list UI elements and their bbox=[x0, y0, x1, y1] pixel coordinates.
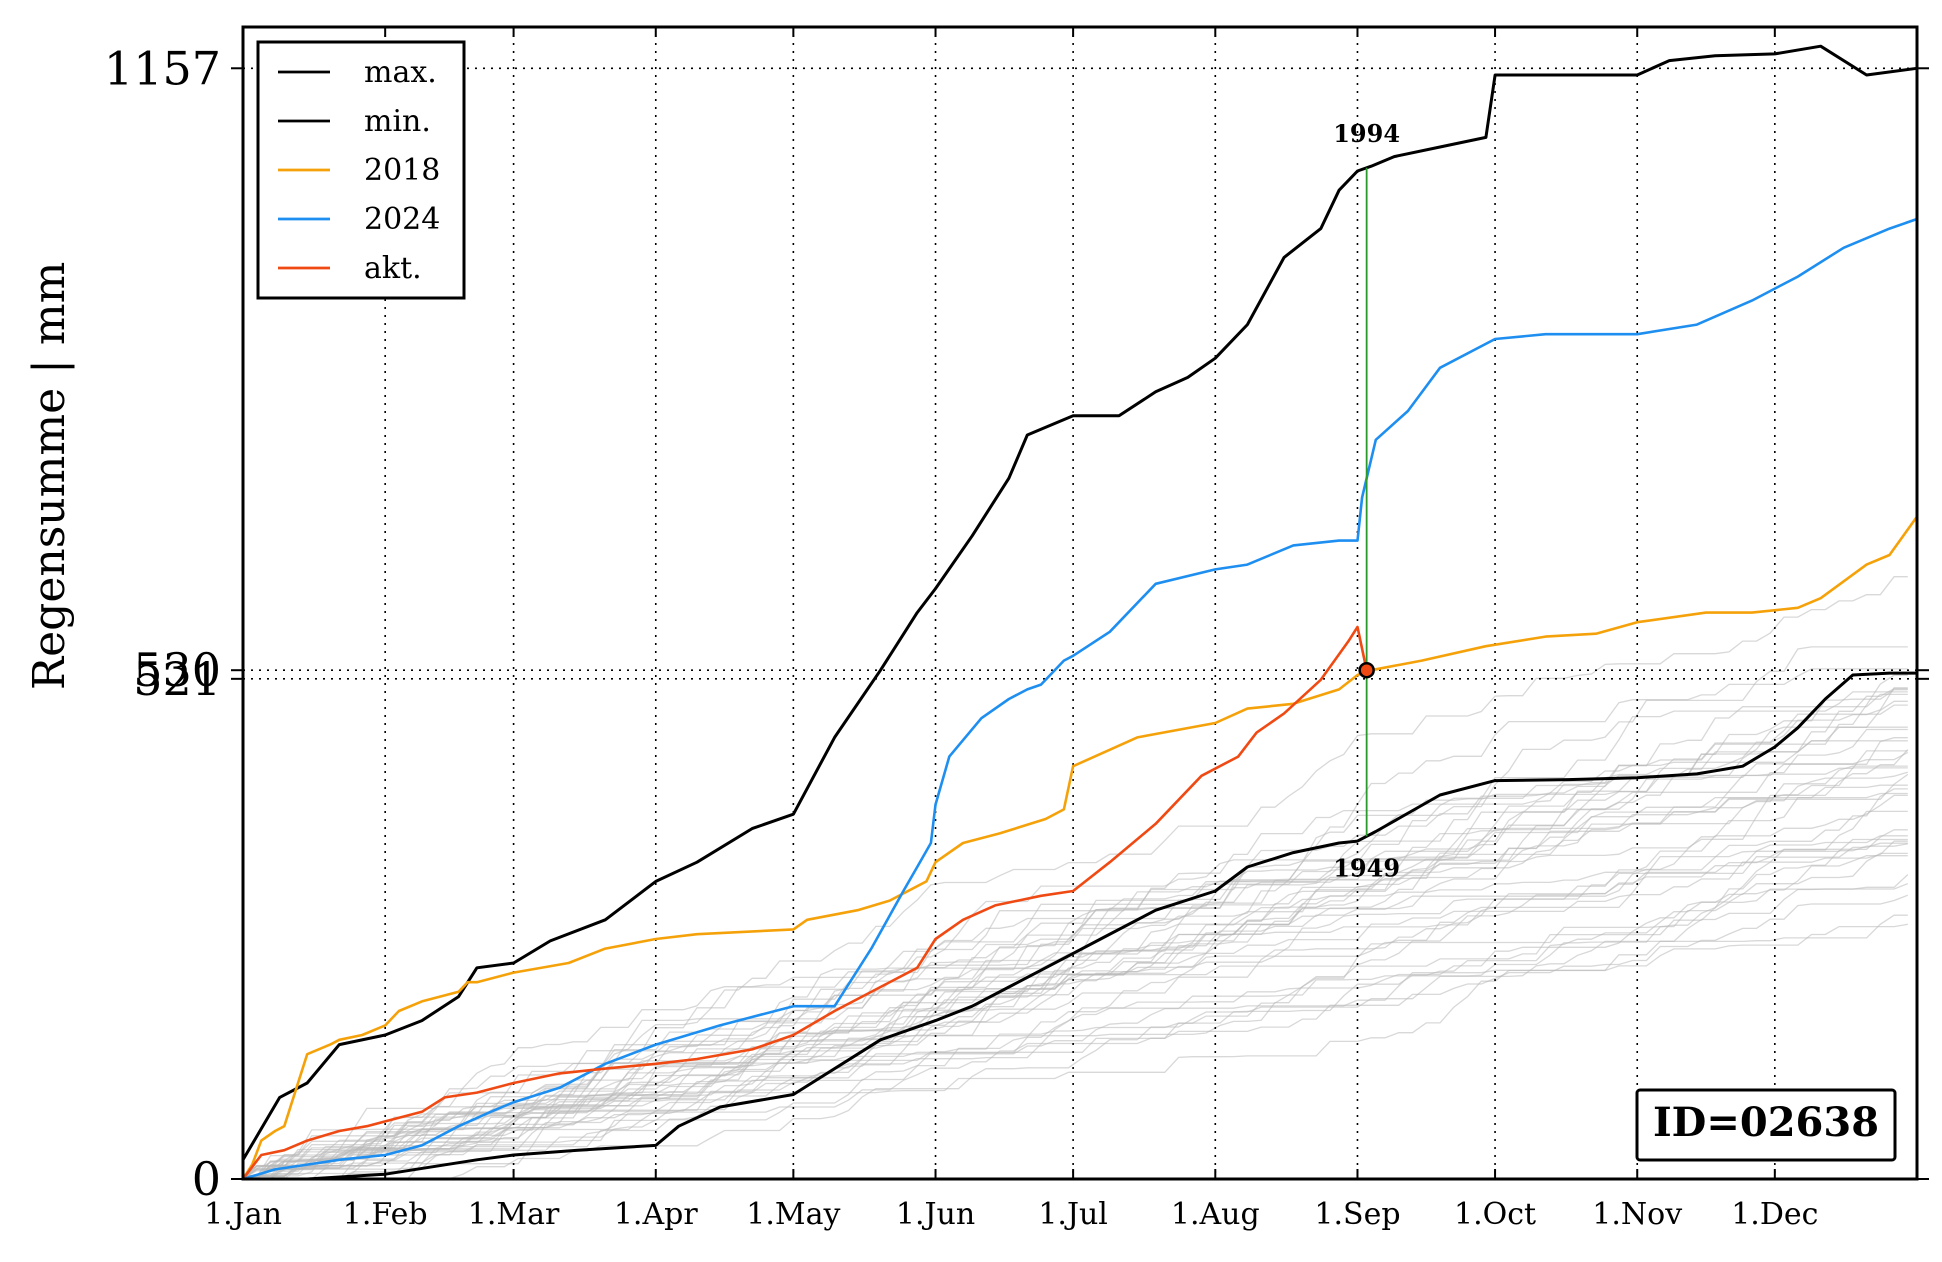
annotations: 1994 1949 bbox=[1333, 119, 1400, 882]
legend-label: akt. bbox=[364, 251, 422, 286]
grey-year-line bbox=[242, 829, 1908, 1180]
min-year-annotation: 1949 bbox=[1333, 853, 1400, 882]
reference-lines bbox=[243, 67, 1917, 680]
grey-year-line bbox=[243, 835, 1908, 1180]
legend-label: min. bbox=[364, 104, 431, 139]
grey-year-line bbox=[243, 840, 1908, 1180]
x-tick-label: 1.May bbox=[746, 1197, 840, 1232]
x-tick-label: 1.Oct bbox=[1454, 1197, 1536, 1232]
legend-label: max. bbox=[364, 55, 437, 90]
grey-year-line bbox=[242, 749, 1909, 1180]
legend: max. min. 2018 2024 akt. bbox=[256, 40, 466, 300]
series-lines bbox=[241, 44, 1919, 1181]
grey-year-line bbox=[243, 687, 1908, 1180]
grey-year-line bbox=[243, 788, 1908, 1177]
y-axis-title: Regensumme | mm bbox=[24, 262, 75, 690]
grey-year-line bbox=[243, 751, 1909, 1180]
series-line-2024 bbox=[242, 217, 1918, 1181]
y-tick-label: 521 bbox=[133, 652, 221, 706]
y-tick-label: 1157 bbox=[104, 41, 221, 95]
x-tick-label: 1.Jan bbox=[204, 1197, 282, 1232]
x-tick-label: 1.Feb bbox=[343, 1197, 428, 1232]
x-tick-label: 1.Dec bbox=[1731, 1197, 1818, 1232]
y-tick-label: 0 bbox=[192, 1152, 221, 1206]
id-box-frame bbox=[1635, 1088, 1897, 1162]
legend-label: 2024 bbox=[364, 202, 440, 237]
grey-background-years bbox=[242, 576, 1909, 1180]
axes: 1.Jan 1.Feb 1.Mar 1.Apr 1.May 1.Jun 1.Jul 1.Aug… bbox=[104, 27, 1929, 1232]
x-tick-label: 1.Sep bbox=[1314, 1197, 1400, 1232]
x-tick-label: 1.Jul bbox=[1038, 1197, 1108, 1232]
grey-year-line bbox=[242, 842, 1908, 1180]
x-tick-label: 1.Nov bbox=[1592, 1197, 1682, 1232]
plot-frame bbox=[241, 25, 1919, 1181]
x-tick-label: 1.Jun bbox=[896, 1197, 975, 1232]
x-tick-label: 1.Aug bbox=[1171, 1197, 1260, 1232]
y-tick-label: 530 bbox=[133, 643, 221, 697]
grey-year-line bbox=[243, 882, 1909, 1180]
series-line-max bbox=[241, 44, 1918, 1161]
grey-year-line bbox=[243, 668, 1908, 1180]
x-tick-label: 1.Mar bbox=[468, 1197, 560, 1232]
id-label: ID=02638 bbox=[1653, 1099, 1879, 1146]
grey-year-line bbox=[243, 704, 1908, 1178]
id-box: ID=02638 bbox=[1635, 1088, 1897, 1162]
x-tick-label: 1.Apr bbox=[614, 1197, 698, 1232]
series-line-min bbox=[243, 671, 1917, 1181]
current-value-marker bbox=[1358, 661, 1375, 679]
grey-year-line bbox=[243, 674, 1908, 1177]
legend-label: 2018 bbox=[364, 153, 440, 188]
series-line-2018 bbox=[241, 515, 1919, 1180]
grey-year-line bbox=[243, 737, 1908, 1180]
series-line-akt bbox=[241, 625, 1368, 1180]
grey-year-line bbox=[242, 773, 1909, 1177]
grey-year-line bbox=[242, 855, 1908, 1180]
grey-year-line bbox=[243, 914, 1908, 1180]
max-year-annotation: 1994 bbox=[1333, 119, 1400, 148]
grey-year-line bbox=[243, 810, 1908, 1180]
